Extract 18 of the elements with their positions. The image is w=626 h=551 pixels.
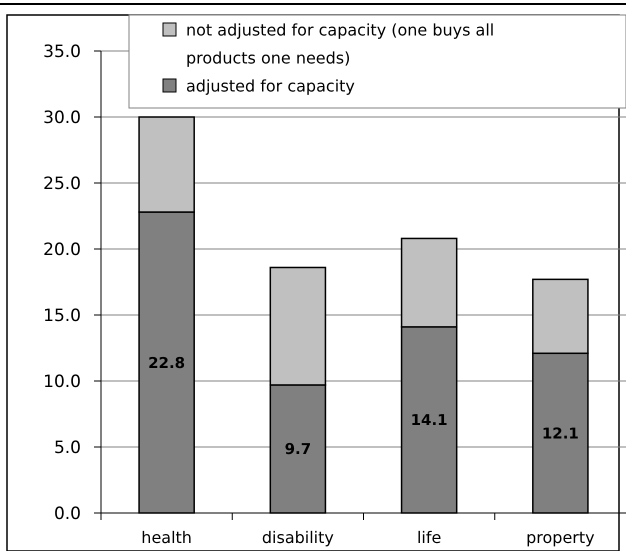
x-tick-label: life: [416, 528, 442, 547]
y-tick-label: 30.0: [43, 108, 81, 128]
data-label: 12.1: [542, 424, 579, 442]
y-tick-label: 35.0: [43, 42, 81, 62]
data-label: 22.8: [148, 354, 186, 372]
legend-label: not adjusted for capacity (one buys all products one needs): [186, 20, 494, 68]
y-tick-label: 15.0: [43, 306, 81, 326]
x-tick-label: disability: [262, 528, 334, 547]
y-tick-label: 20.0: [43, 240, 81, 260]
x-tick-label: property: [526, 528, 595, 547]
y-tick-label: 0.0: [54, 504, 81, 524]
y-tick-label: 5.0: [54, 438, 81, 458]
x-tick-label: health: [141, 528, 192, 547]
y-tick-label: 25.0: [43, 174, 81, 194]
data-label: 9.7: [284, 440, 312, 458]
y-tick-label: 10.0: [43, 372, 81, 392]
data-label: 14.1: [410, 411, 448, 430]
legend-label: adjusted for capacity: [186, 76, 355, 96]
